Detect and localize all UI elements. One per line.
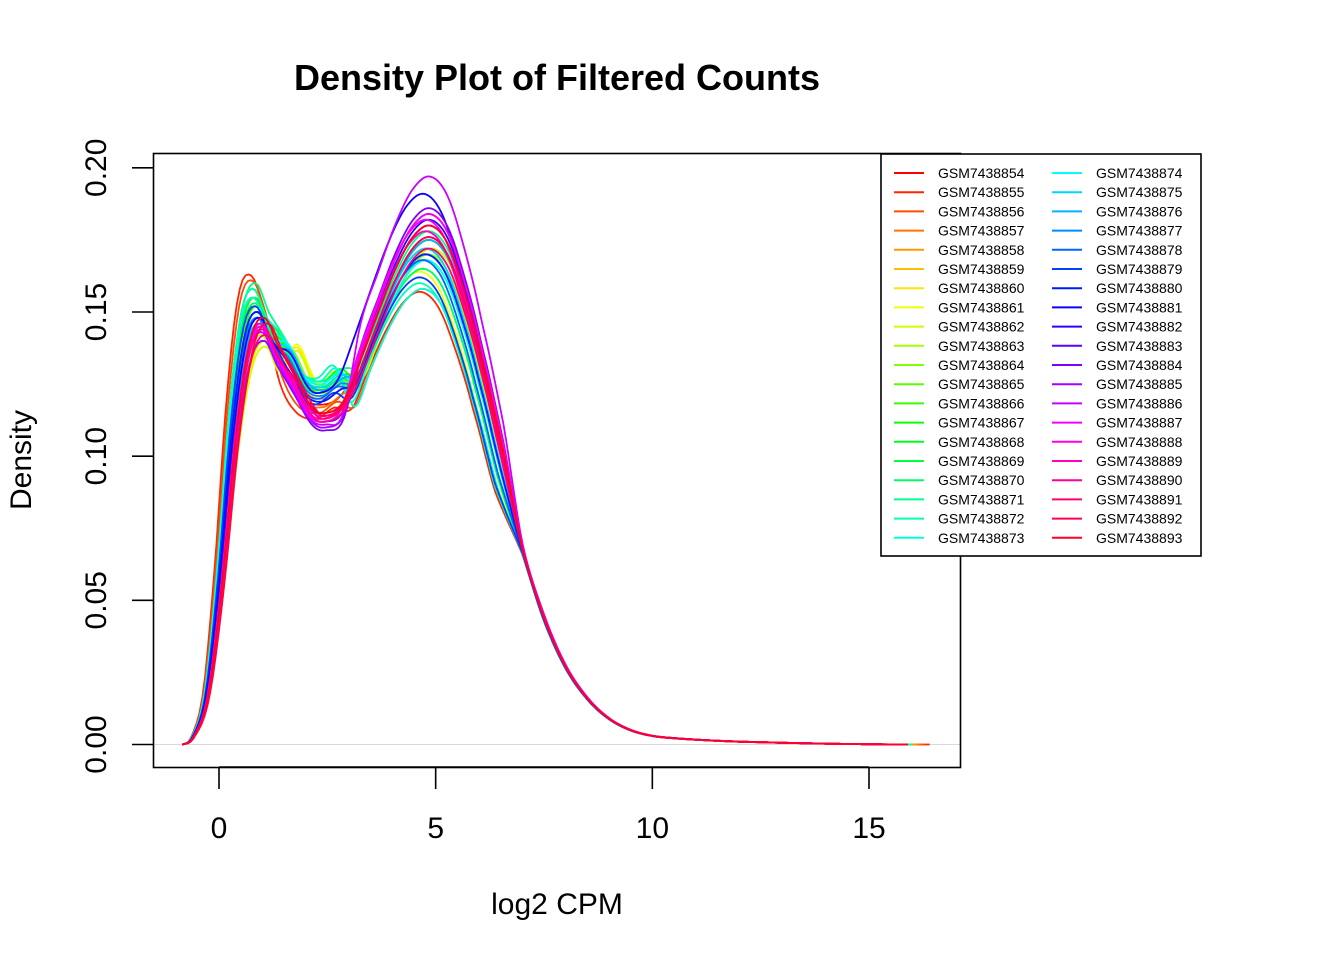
- density-line-GSM7438886: [182, 175, 908, 746]
- density-line-GSM7438881: [181, 192, 908, 746]
- legend-label: GSM7438884: [1096, 357, 1183, 373]
- legend-label: GSM7438870: [938, 472, 1025, 488]
- density-line-GSM7438890: [182, 236, 908, 746]
- density-line-GSM7438885: [182, 224, 908, 746]
- x-axis-label: log2 CPM: [491, 888, 623, 921]
- density-line-GSM7438888: [181, 212, 908, 746]
- legend-label: GSM7438877: [1096, 223, 1183, 239]
- density-line-GSM7438877: [181, 253, 908, 746]
- density-line-GSM7438866: [181, 259, 913, 746]
- density-line-GSM7438880: [181, 253, 908, 746]
- legend-label: GSM7438866: [938, 395, 1025, 411]
- density-line-GSM7438859: [181, 253, 913, 746]
- legend-label: GSM7438889: [1096, 453, 1183, 469]
- density-line-GSM7438863: [182, 253, 913, 746]
- density-line-GSM7438860: [182, 238, 913, 746]
- legend-label: GSM7438873: [938, 530, 1025, 546]
- legend: GSM7438854 GSM7438855 GSM7438856 GSM7438857…: [880, 153, 1202, 557]
- density-line-GSM7438868: [181, 238, 913, 746]
- density-line-GSM7438874: [181, 259, 908, 746]
- legend-label: GSM7438863: [938, 338, 1025, 354]
- legend-label: GSM7438878: [1096, 242, 1183, 258]
- legend-label: GSM7438861: [938, 299, 1025, 315]
- density-line-GSM7438857: [181, 253, 921, 746]
- density-line-GSM7438876: [181, 238, 908, 746]
- legend-label: GSM7438883: [1096, 338, 1183, 354]
- x-tick-label: 5: [427, 812, 444, 845]
- density-line-GSM7438883: [182, 212, 908, 746]
- legend-label: GSM7438868: [938, 434, 1025, 450]
- density-line-GSM7438884: [182, 207, 908, 746]
- legend-label: GSM7438860: [938, 280, 1025, 296]
- legend-label: GSM7438886: [1096, 395, 1183, 411]
- legend-label: GSM7438887: [1096, 415, 1183, 431]
- y-tick-label: 0.15: [80, 283, 113, 341]
- density-line-GSM7438869: [181, 253, 913, 746]
- legend-label: GSM7438888: [1096, 434, 1183, 450]
- density-line-GSM7438887: [181, 218, 908, 746]
- density-line-GSM7438882: [181, 218, 908, 746]
- density-line-GSM7438875: [181, 247, 908, 746]
- legend-label: GSM7438885: [1096, 376, 1183, 392]
- density-line-GSM7438862: [182, 247, 913, 746]
- legend-label: GSM7438874: [1096, 165, 1183, 181]
- density-line-GSM7438858: [181, 238, 917, 746]
- plot-frame: [152, 152, 962, 769]
- legend-label: GSM7438893: [1096, 530, 1183, 546]
- density-line-GSM7438871: [181, 230, 913, 746]
- density-line-GSM7438867: [181, 247, 913, 746]
- legend-label: GSM7438857: [938, 223, 1025, 239]
- legend-label: GSM7438891: [1096, 491, 1183, 507]
- y-axis-label: Density: [5, 410, 38, 510]
- legend-label: GSM7438867: [938, 415, 1025, 431]
- density-line-GSM7438864: [181, 259, 913, 746]
- density-line-GSM7438870: [181, 267, 913, 746]
- density-line-GSM7438854: [181, 224, 917, 746]
- legend-label: GSM7438865: [938, 376, 1025, 392]
- x-tick-label: 10: [636, 812, 669, 845]
- legend-label: GSM7438890: [1096, 472, 1183, 488]
- legend-label: GSM7438875: [1096, 184, 1183, 200]
- legend-label: GSM7438859: [938, 261, 1025, 277]
- legend-label: GSM7438881: [1096, 299, 1183, 315]
- legend-label: GSM7438880: [1096, 280, 1183, 296]
- legend-label: GSM7438872: [938, 511, 1025, 527]
- legend-label: GSM7438882: [1096, 319, 1183, 335]
- legend-label: GSM7438879: [1096, 261, 1183, 277]
- y-tick-label: 0.20: [80, 139, 113, 197]
- y-tick-label: 0.00: [80, 715, 113, 773]
- density-line-GSM7438865: [181, 267, 913, 746]
- legend-label: GSM7438862: [938, 319, 1025, 335]
- legend-label: GSM7438876: [1096, 203, 1183, 219]
- density-line-GSM7438892: [182, 236, 908, 746]
- density-line-GSM7438891: [182, 247, 908, 746]
- density-line-GSM7438878: [181, 259, 908, 746]
- density-line-GSM7438889: [181, 230, 908, 746]
- density-line-GSM7438861: [182, 270, 913, 746]
- density-line-GSM7438893: [181, 224, 908, 746]
- legend-label: GSM7438892: [1096, 511, 1183, 527]
- x-tick-label: 15: [852, 812, 885, 845]
- legend-label: GSM7438869: [938, 453, 1025, 469]
- legend-label: GSM7438871: [938, 491, 1025, 507]
- y-tick-label: 0.10: [80, 427, 113, 485]
- legend-label: GSM7438864: [938, 357, 1025, 373]
- legend-label: GSM7438854: [938, 165, 1025, 181]
- y-tick-label: 0.05: [80, 571, 113, 629]
- legend-label: GSM7438855: [938, 184, 1025, 200]
- chart-title: Density Plot of Filtered Counts: [294, 57, 820, 98]
- legend-label: GSM7438856: [938, 203, 1025, 219]
- legend-label: GSM7438858: [938, 242, 1025, 258]
- legend-box: [880, 153, 1202, 557]
- x-tick-label: 0: [211, 812, 228, 845]
